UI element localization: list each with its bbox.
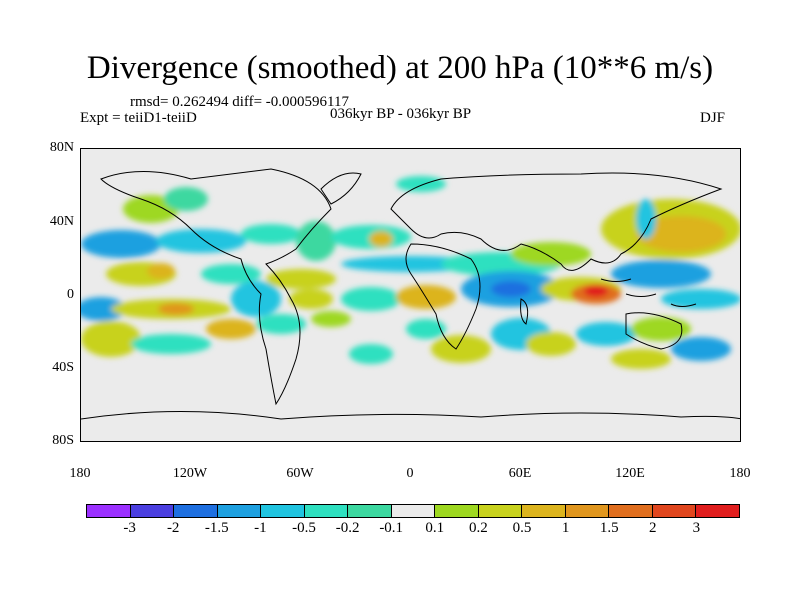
stats-text: rmsd= 0.262494 diff= -0.000596117 xyxy=(130,94,349,110)
y-tick-label: 40S xyxy=(52,360,74,375)
season-label: DJF xyxy=(700,110,726,126)
map-panel xyxy=(80,148,741,442)
colorbar-box xyxy=(696,505,739,517)
tick-mark xyxy=(80,148,86,149)
colorbar-box xyxy=(609,505,653,517)
colorbar-box xyxy=(130,505,175,517)
colorbar-box xyxy=(565,505,610,517)
colorbar-label: -0.2 xyxy=(335,520,360,536)
x-tick-label: 120E xyxy=(615,466,645,481)
colorbar-label: 0.2 xyxy=(469,520,488,536)
colorbar-label: 2 xyxy=(649,520,657,536)
colorbar-box xyxy=(304,505,349,517)
divergence-field xyxy=(81,176,740,369)
colorbar-label: -1.5 xyxy=(204,520,229,536)
x-tick-label: 0 xyxy=(406,466,414,481)
colorbar-label: 3 xyxy=(692,520,701,536)
divergence-map xyxy=(81,149,740,441)
colorbar-box xyxy=(261,505,305,517)
colorbar-box xyxy=(522,505,566,517)
x-tick-label: 180 xyxy=(729,466,751,481)
colorbar-box xyxy=(348,505,392,517)
colorbar-label: -3 xyxy=(123,520,136,536)
colorbar xyxy=(86,504,740,518)
y-tick-label: 80S xyxy=(52,433,74,448)
colorbar-label: 1 xyxy=(561,520,570,536)
colorbar-label: -0.5 xyxy=(292,520,316,536)
period-label: 036kyr BP - 036kyr BP xyxy=(330,106,472,122)
colorbar-label: -2 xyxy=(166,520,180,536)
coastlines xyxy=(81,168,740,420)
colorbar-label: -0.1 xyxy=(379,520,404,536)
colorbar-box xyxy=(652,505,697,517)
y-tick-label: 0 xyxy=(67,287,74,302)
x-tick-label: 120W xyxy=(172,466,208,481)
experiment-label: Expt = teiiD1-teiiD xyxy=(80,110,197,126)
colorbar-box xyxy=(478,505,523,517)
colorbar-label: 1.5 xyxy=(599,520,619,536)
colorbar-label: -1 xyxy=(254,520,267,536)
y-tick-label: 80N xyxy=(49,140,74,155)
colorbar-label: 0.1 xyxy=(425,520,445,536)
colorbar-box xyxy=(391,505,436,517)
colorbar-box xyxy=(435,505,479,517)
x-tick-label: 60W xyxy=(286,466,314,481)
colorbar-box xyxy=(217,505,262,517)
x-tick-label: 60E xyxy=(508,466,532,481)
colorbar-label: 0.5 xyxy=(512,520,532,536)
colorbar-box xyxy=(174,505,218,517)
colorbar-box xyxy=(87,505,131,517)
plot-title: Divergence (smoothed) at 200 hPa (10**6 … xyxy=(86,50,714,86)
x-tick-label: 180 xyxy=(69,466,91,481)
y-tick-label: 40N xyxy=(49,214,74,229)
